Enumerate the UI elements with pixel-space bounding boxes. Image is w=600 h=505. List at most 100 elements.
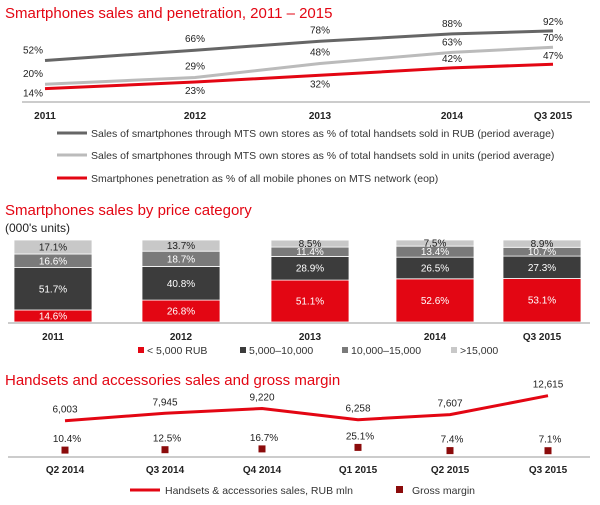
line-handsets-sales bbox=[64, 394, 549, 423]
segment-label-over-15000-q3-2015: 8.9% bbox=[531, 239, 554, 250]
segment-label-10000-15000-2014: 13.4% bbox=[421, 247, 449, 258]
margin-label-q2-2015: 7.4% bbox=[441, 435, 464, 446]
legend-label-units: Sales of smartphones through MTS own sto… bbox=[91, 150, 554, 162]
line-rub bbox=[44, 29, 554, 62]
sales-label-q3-2015: 12,615 bbox=[533, 380, 564, 391]
legend-label-under-5000: < 5,000 RUB bbox=[147, 345, 207, 357]
x-tick-q3-2015: Q3 2015 bbox=[529, 465, 568, 476]
bar-segment-5000-10000-2011 bbox=[13, 267, 93, 311]
margin-marker-q4-2014 bbox=[258, 445, 266, 453]
legend-label-rub: Sales of smartphones through MTS own sto… bbox=[91, 128, 554, 140]
margin-label-q3-2014: 12.5% bbox=[153, 434, 181, 445]
x-tick-2012: 2012 bbox=[170, 332, 193, 343]
segment-label-5000-10000-2011: 51.7% bbox=[39, 284, 67, 295]
segment-label-over-15000-2013: 8.5% bbox=[299, 239, 322, 250]
segment-label-5000-10000-q3-2015: 27.3% bbox=[528, 263, 556, 274]
data-label-rub-2012: 66% bbox=[185, 34, 205, 45]
margin-marker-q3-2015 bbox=[544, 447, 552, 455]
data-label-units-2014: 63% bbox=[442, 37, 462, 48]
x-tick-2012: 2012 bbox=[184, 111, 207, 122]
segment-label-under-5000-2011: 14.6% bbox=[39, 312, 67, 323]
data-label-units-2012: 29% bbox=[185, 62, 205, 73]
sales-label-q4-2014: 9,220 bbox=[249, 393, 274, 404]
chart2-title: Smartphones sales by price category bbox=[5, 202, 252, 219]
data-label-rub-2014: 88% bbox=[442, 19, 462, 30]
bar-segment-over-15000-2012 bbox=[141, 239, 221, 252]
line-penetration bbox=[44, 62, 554, 91]
segment-label-under-5000-2012: 26.8% bbox=[167, 307, 195, 318]
data-label-rub-2013: 78% bbox=[310, 25, 330, 36]
margin-marker-q1-2015 bbox=[354, 443, 362, 451]
chart1-title: Smartphones sales and penetration, 2011 … bbox=[5, 5, 332, 22]
data-label-units-2011: 20% bbox=[23, 69, 43, 80]
legend-swatch-gross-margin bbox=[396, 486, 403, 493]
margin-label-q2-2014: 10.4% bbox=[53, 434, 81, 445]
segment-label-5000-10000-2014: 26.5% bbox=[421, 264, 449, 275]
bar-segment-under-5000-2014 bbox=[395, 278, 475, 323]
sales-label-q3-2014: 7,945 bbox=[152, 397, 177, 408]
chart1-legend: Sales of smartphones through MTS own sto… bbox=[57, 128, 554, 185]
chart2-legend: < 5,000 RUB 5,000–10,000 10,000–15,000 >… bbox=[138, 345, 498, 357]
margin-marker-q2-2015 bbox=[446, 447, 454, 455]
segment-label-5000-10000-2012: 40.8% bbox=[167, 279, 195, 290]
margin-label-q3-2015: 7.1% bbox=[539, 435, 562, 446]
data-label-units-2013: 48% bbox=[310, 48, 330, 59]
bar-segment-5000-10000-2012 bbox=[141, 266, 221, 301]
segment-label-10000-15000-2011: 16.6% bbox=[39, 256, 67, 267]
x-tick-2013: 2013 bbox=[309, 111, 332, 122]
legend-label-10000-15000: 10,000–15,000 bbox=[351, 345, 421, 357]
segment-label-over-15000-2014: 7.5% bbox=[424, 239, 447, 250]
x-tick-2014: 2014 bbox=[441, 111, 464, 122]
x-tick-2013: 2013 bbox=[299, 332, 322, 343]
chart3-legend: Handsets & accessories sales, RUB mln Gr… bbox=[130, 485, 475, 497]
x-tick-2011: 2011 bbox=[42, 332, 64, 343]
line-units bbox=[44, 45, 554, 86]
x-tick-2011: 2011 bbox=[34, 111, 56, 122]
bar-segment-over-15000-2014 bbox=[395, 239, 475, 247]
margin-label-q1-2015: 25.1% bbox=[346, 431, 374, 442]
legend-label-sales: Handsets & accessories sales, RUB mln bbox=[165, 485, 353, 497]
sales-label-q1-2015: 6,258 bbox=[345, 404, 370, 415]
data-label-penetration-q3-2015: 47% bbox=[543, 51, 563, 62]
bar-segment-over-15000-q3-2015 bbox=[502, 239, 582, 248]
legend-label-gross-margin: Gross margin bbox=[412, 485, 475, 497]
x-tick-q3-2015: Q3 2015 bbox=[534, 111, 573, 122]
chart-price-category: Smartphones sales by price category (000… bbox=[5, 202, 590, 357]
x-tick-2014: 2014 bbox=[424, 332, 447, 343]
legend-label-over-15000: >15,000 bbox=[460, 345, 498, 357]
x-tick-q3-2015: Q3 2015 bbox=[523, 332, 562, 343]
chart-handsets-sales: Handsets and accessories sales and gross… bbox=[5, 372, 590, 497]
bar-segment-under-5000-2013 bbox=[270, 279, 350, 323]
x-tick-q4-2014: Q4 2014 bbox=[243, 465, 282, 476]
legend-label-5000-10000: 5,000–10,000 bbox=[249, 345, 313, 357]
x-tick-q2-2015: Q2 2015 bbox=[431, 465, 470, 476]
data-label-rub-2011: 52% bbox=[23, 46, 43, 57]
data-label-rub-q3-2015: 92% bbox=[543, 17, 563, 28]
segment-label-10000-15000-q3-2015: 10.7% bbox=[528, 247, 556, 258]
segment-label-10000-15000-2012: 18.7% bbox=[167, 254, 195, 265]
legend-swatch-over-15000 bbox=[451, 347, 457, 353]
legend-swatch-under-5000 bbox=[138, 347, 144, 353]
bar-segment-over-15000-2013 bbox=[270, 239, 350, 248]
segment-label-under-5000-q3-2015: 53.1% bbox=[528, 296, 556, 307]
legend-label-penetration: Smartphones penetration as % of all mobi… bbox=[91, 173, 438, 185]
bar-segment-over-15000-2011 bbox=[13, 239, 93, 255]
x-tick-q3-2014: Q3 2014 bbox=[146, 465, 185, 476]
data-label-penetration-2012: 23% bbox=[185, 86, 205, 97]
margin-marker-q2-2014 bbox=[61, 446, 69, 454]
margin-marker-q3-2014 bbox=[161, 446, 169, 454]
legend-swatch-10000-15000 bbox=[342, 347, 348, 353]
margin-label-q4-2014: 16.7% bbox=[250, 433, 278, 444]
sales-label-q2-2014: 6,003 bbox=[52, 405, 77, 416]
data-label-penetration-2014: 42% bbox=[442, 54, 462, 65]
chart-smartphones-penetration: Smartphones sales and penetration, 2011 … bbox=[5, 5, 590, 185]
segment-label-5000-10000-2013: 28.9% bbox=[296, 264, 324, 275]
data-label-units-q3-2015: 70% bbox=[543, 33, 563, 44]
legend-swatch-5000-10000 bbox=[240, 347, 246, 353]
segment-label-10000-15000-2013: 11.4% bbox=[296, 247, 324, 258]
data-label-penetration-2011: 14% bbox=[23, 89, 43, 100]
segment-label-under-5000-2014: 52.6% bbox=[421, 296, 449, 307]
chart2-subtitle: (000's units) bbox=[5, 221, 70, 235]
